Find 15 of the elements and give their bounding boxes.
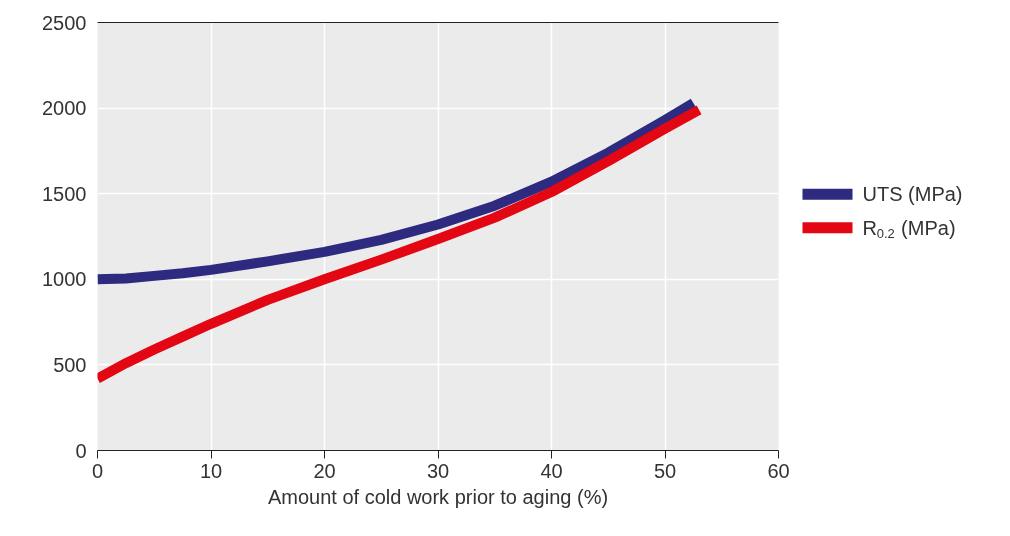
x-tick-label: 10 xyxy=(199,459,223,482)
legend-label: UTS (MPa) xyxy=(862,183,963,206)
y-tick-label: 2000 xyxy=(42,97,87,120)
y-tick-label: 0 xyxy=(75,439,87,462)
x-tick-label: 20 xyxy=(313,459,336,482)
x-tick-label: 0 xyxy=(91,459,104,482)
y-tick-label: 1500 xyxy=(42,182,87,205)
y-tick-label: 1000 xyxy=(42,268,87,291)
x-axis-title: Amount of cold work prior to aging (%) xyxy=(267,485,609,508)
y-tick-label: 2500 xyxy=(42,11,87,34)
x-tick-label: 50 xyxy=(653,459,677,482)
x-tick-label: 30 xyxy=(426,459,450,482)
x-tick-label: 40 xyxy=(540,459,563,482)
x-tick-label: 60 xyxy=(767,459,790,482)
y-tick-label: 500 xyxy=(53,353,87,376)
